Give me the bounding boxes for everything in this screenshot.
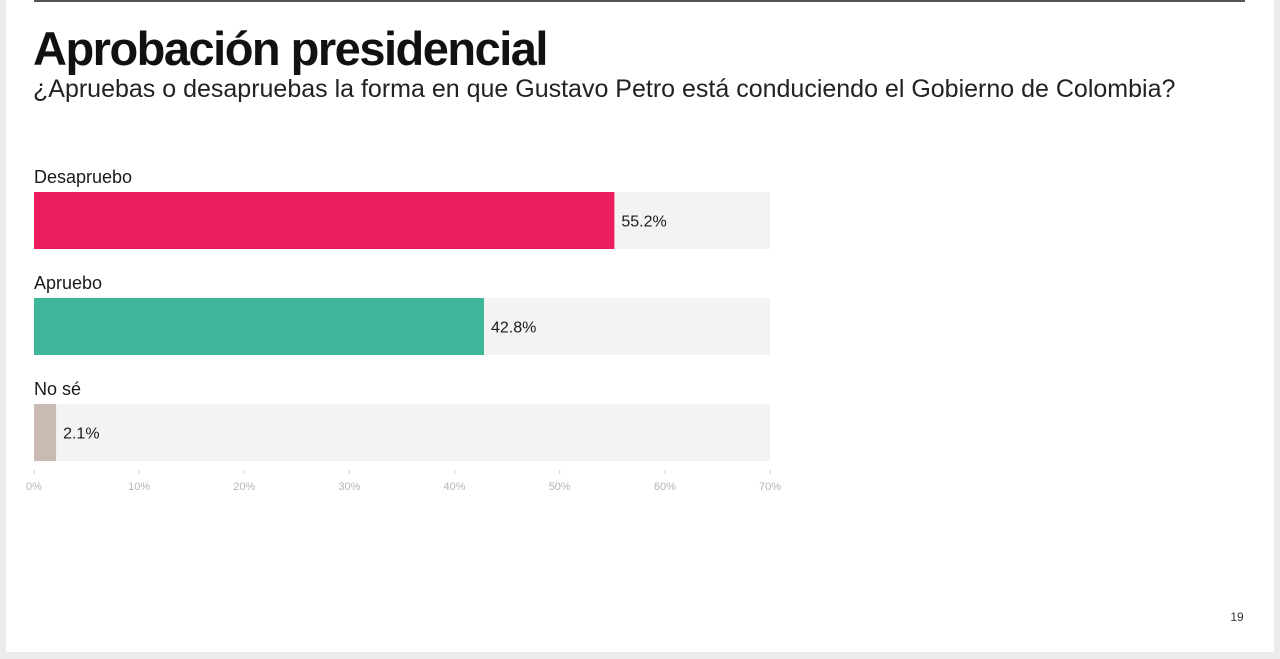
bar [34, 404, 57, 461]
data-label: 2.1% [63, 426, 99, 443]
data-label: 55.2% [621, 214, 666, 231]
x-tick-label: 70% [759, 481, 781, 493]
top-divider [34, 0, 1245, 2]
category-label: Desapruebo [34, 167, 132, 187]
x-tick-label: 10% [128, 481, 150, 493]
page-number: 19 [1230, 610, 1244, 624]
x-tick-label: 30% [338, 481, 360, 493]
data-label: 42.8% [491, 320, 536, 337]
bar-track [34, 404, 770, 461]
x-tick-label: 50% [549, 481, 571, 493]
x-tick-label: 60% [654, 481, 676, 493]
bar [34, 192, 615, 249]
x-tick-label: 0% [26, 481, 42, 493]
chart-title: Aprobación presidencial [33, 22, 548, 75]
category-label: Apruebo [34, 273, 102, 293]
x-tick-label: 20% [233, 481, 255, 493]
x-tick-label: 40% [444, 481, 466, 493]
bar [34, 298, 485, 355]
chart-subtitle: ¿Apruebas o desapruebas la forma en que … [33, 75, 1176, 103]
category-label: No sé [34, 379, 81, 399]
